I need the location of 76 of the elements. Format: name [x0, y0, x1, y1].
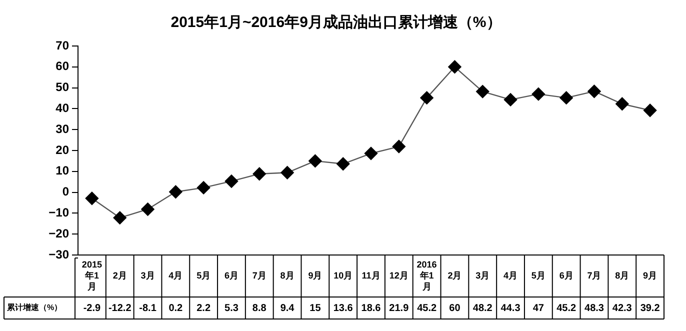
point [560, 91, 573, 104]
y-tick-label: 50 [56, 80, 70, 94]
point [364, 146, 378, 160]
x-tick-label: 2016年1月 [416, 259, 437, 292]
x-tick-label: 2月 [448, 270, 462, 280]
point [392, 140, 406, 154]
data-label: 2.2 [196, 302, 211, 314]
x-tick-label: 9月 [643, 270, 658, 280]
y-tick-label: 60 [56, 59, 70, 74]
x-tick-label: 11月 [362, 270, 380, 280]
y-tick-label: 20 [56, 142, 70, 157]
data-label: 45.2 [417, 302, 437, 314]
x-tick-label: 12月 [389, 270, 408, 280]
data-label: 21.9 [389, 302, 410, 314]
x-tick-label: 8月 [280, 270, 294, 280]
data-label: 45.2 [556, 302, 576, 314]
data-label: 44.3 [500, 302, 521, 314]
point [616, 97, 629, 110]
data-label: -12.2 [108, 302, 132, 314]
text: 累计增速（%） [6, 303, 62, 312]
y-tick-label: 0 [62, 184, 70, 199]
y-tick-label: 30 [56, 122, 70, 136]
data-label: 42.3 [612, 302, 632, 314]
data-label: 48.3 [584, 302, 604, 314]
y-tick-label: −30 [48, 247, 70, 262]
data-label: 5.3 [224, 302, 239, 314]
data-label: -8.1 [139, 302, 157, 314]
x-tick-label: 4月 [168, 270, 183, 280]
x-tick-label: 8月 [615, 270, 630, 280]
x-tick-label: 10月 [334, 270, 353, 280]
point [169, 185, 182, 198]
x-tick-label: 2015年1月 [82, 259, 102, 292]
point [420, 91, 434, 104]
x-tick-label: 2月 [112, 270, 127, 280]
point [643, 104, 657, 117]
point [196, 181, 210, 194]
data-label: 8.8 [252, 302, 267, 314]
point [532, 87, 546, 101]
y-tick-label: 70 [56, 38, 70, 52]
chart-title: 2015年1月~2016年9月成品油出口累计增速（%） [170, 14, 502, 32]
data-label: 48.2 [472, 302, 493, 314]
point [141, 202, 154, 216]
data-label: 47 [532, 302, 544, 314]
point [476, 84, 490, 98]
data-label: -2.9 [83, 302, 102, 314]
y-tick-label: −20 [48, 226, 70, 240]
point [85, 192, 99, 205]
x-tick-label: 5月 [196, 270, 211, 280]
point [308, 154, 322, 168]
x-tick-label: 5月 [531, 270, 546, 280]
point [280, 166, 294, 180]
data-label: 15 [310, 302, 322, 314]
data-label: 60 [449, 302, 461, 314]
x-tick-label: 9月 [308, 270, 322, 280]
x-tick-label: 6月 [224, 270, 238, 280]
point [113, 211, 126, 224]
y-tick-label: 10 [56, 164, 70, 178]
data-label: 0.2 [168, 302, 184, 314]
data-label: 13.6 [333, 302, 354, 314]
point [224, 174, 238, 188]
point [252, 167, 266, 181]
data-label: 18.6 [361, 302, 382, 314]
y-tick-label: 40 [56, 101, 70, 116]
x-tick-label: 3月 [476, 270, 490, 280]
y-tick-label: −10 [48, 206, 70, 220]
point [504, 93, 518, 106]
x-tick-label: 4月 [504, 270, 518, 280]
point [448, 60, 462, 74]
x-tick-label: 6月 [559, 270, 574, 280]
x-tick-label: 7月 [252, 270, 266, 280]
point [336, 157, 350, 170]
data-label: 39.2 [640, 302, 660, 314]
point [588, 84, 601, 98]
x-tick-label: 3月 [140, 270, 155, 280]
x-tick-label: 7月 [587, 270, 602, 280]
data-label: 9.4 [280, 302, 295, 314]
